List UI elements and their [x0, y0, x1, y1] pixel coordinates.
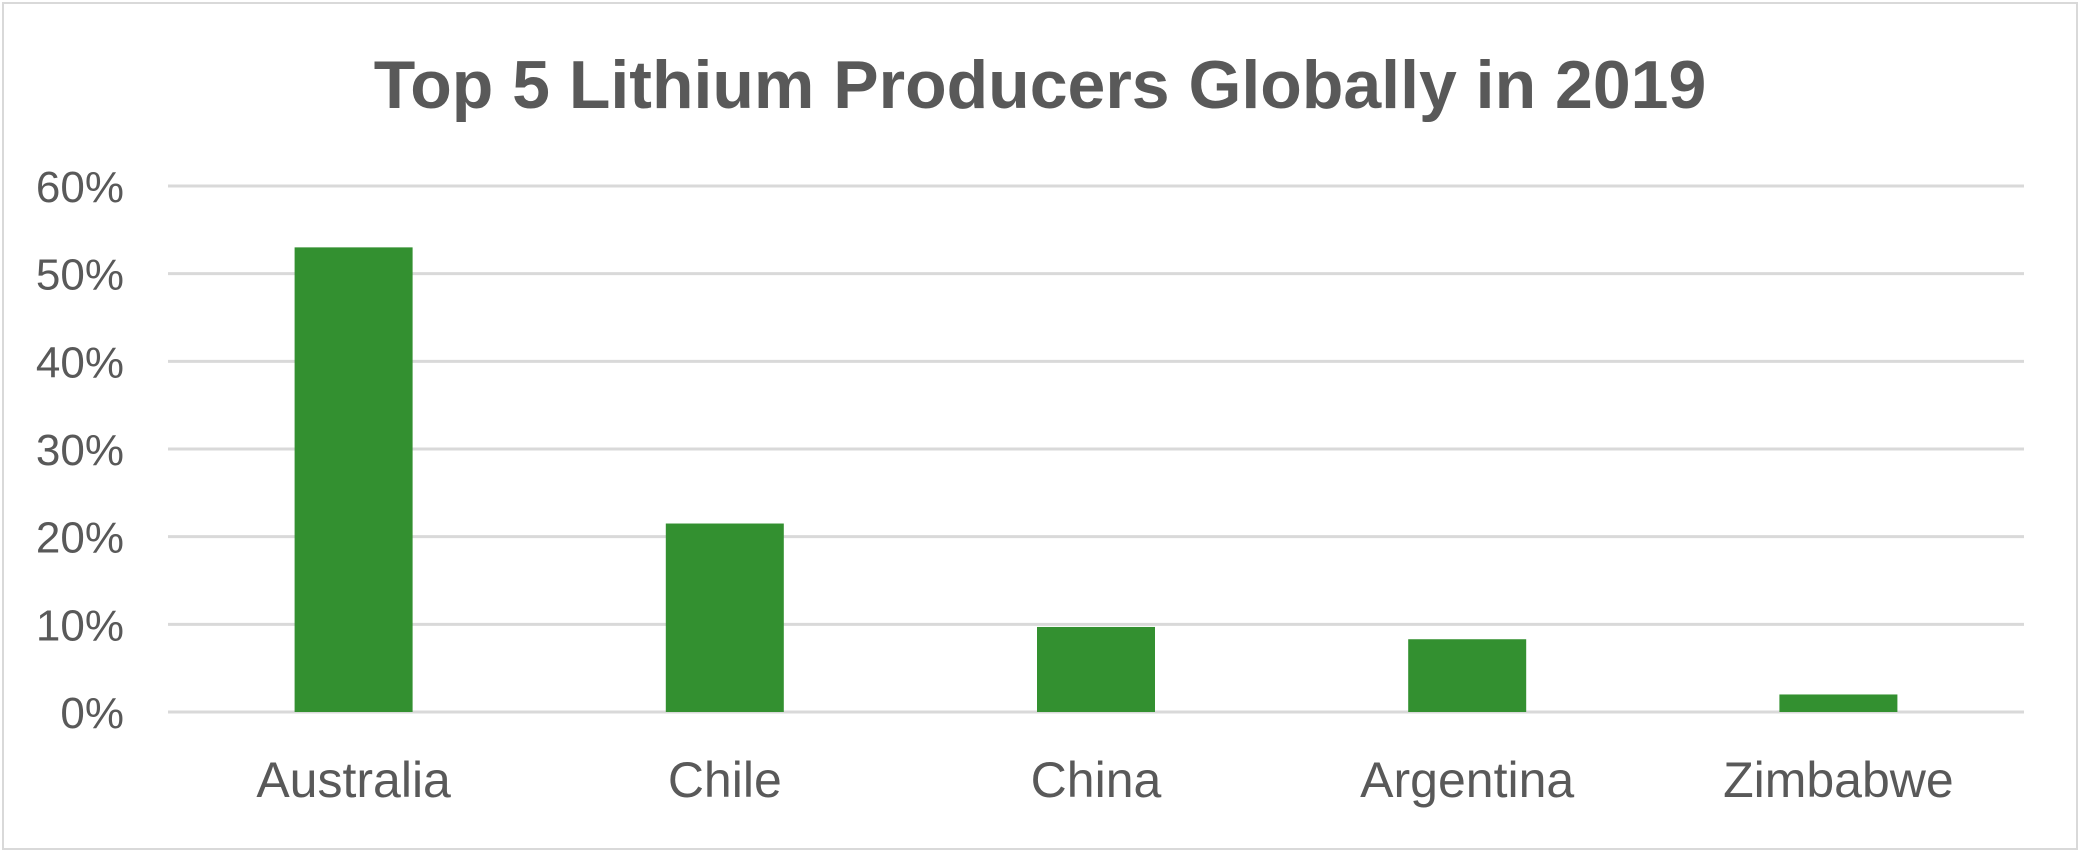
x-axis-labels: Australia Chile China Argentina Zimbabwe [256, 752, 1953, 808]
x-tick-label: Argentina [1360, 752, 1574, 808]
y-tick-label: 0% [60, 689, 124, 738]
y-tick-label: 60% [36, 163, 124, 212]
x-tick-label: Australia [256, 752, 451, 808]
bar-australia [294, 247, 413, 712]
chart-title: Top 5 Lithium Producers Globally in 2019 [374, 47, 1707, 123]
bar-argentina [1408, 639, 1527, 712]
bar-china [1037, 626, 1155, 712]
bar-chile [665, 523, 784, 712]
x-tick-label: Chile [668, 752, 782, 808]
x-tick-label: China [1031, 752, 1162, 808]
y-tick-label: 10% [36, 601, 124, 650]
gridlines [168, 184, 2024, 714]
y-tick-label: 50% [36, 251, 124, 300]
bar-zimbabwe [1779, 694, 1898, 712]
bars [294, 247, 1898, 712]
y-axis-ticks: 0% 10% 20% 30% 40% 50% 60% [36, 163, 124, 738]
y-tick-label: 40% [36, 338, 124, 387]
y-tick-label: 30% [36, 426, 124, 475]
y-tick-label: 20% [36, 514, 124, 563]
x-tick-label: Zimbabwe [1723, 752, 1954, 808]
